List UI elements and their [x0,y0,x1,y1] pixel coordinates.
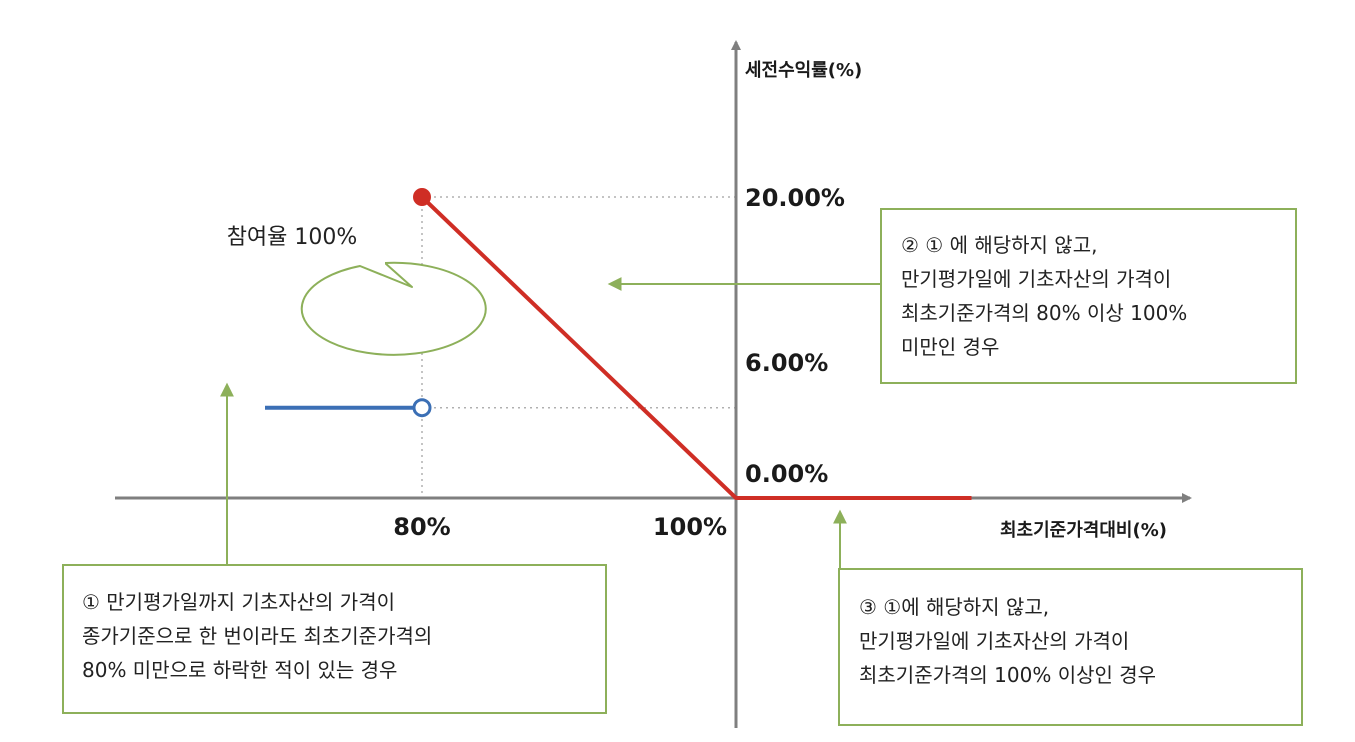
open-point-80 [412,398,432,418]
bubble-text: 참여율 100% [227,225,358,250]
annotation-box-3: ③ ①에 해당하지 않고, 만기평가일에 기초자산의 가격이 최초기준가격의 1… [838,568,1303,726]
series-line-2 [420,195,972,500]
annotation-line: 만기평가일에 기초자산의 가격이 [859,629,1130,653]
annotation-line: ③ ①에 해당하지 않고, [859,595,1050,619]
annotation-line: 최초기준가격의 80% 이상 100% [901,301,1188,325]
x-tick-label: 80% [393,513,450,541]
annotation-box-1: ① 만기평가일까지 기초자산의 가격이 종가기준으로 한 번이라도 최초기준가격… [62,564,607,714]
participation-bubble: 참여율 100% [227,225,487,356]
annotation-box-2: ② ① 에 해당하지 않고, 만기평가일에 기초자산의 가격이 최초기준가격의 … [880,208,1297,384]
y-tick-label: 20.00% [745,184,845,212]
x-tick-label: 100% [653,513,727,541]
annotation-line: 최초기준가격의 100% 이상인 경우 [859,663,1157,687]
y-axis-title: 세전수익률(%) [745,60,862,81]
annotation-line: ② ① 에 해당하지 않고, [901,233,1098,257]
annotation-line: 미만인 경우 [901,335,1000,359]
filled-point-80 [413,188,431,206]
x-axis-title: 최초기준가격대비(%) [1000,520,1167,541]
annotation-line: 80% 미만으로 하락한 적이 있는 경우 [82,658,398,682]
annotation-line: ① 만기평가일까지 기초자산의 가격이 [82,590,396,614]
y-tick-label: 6.00% [745,349,828,377]
series-layer [265,188,972,500]
annotation-line: 만기평가일에 기초자산의 가격이 [901,267,1172,291]
y-tick-label: 0.00% [745,460,828,488]
speech-bubble-shape [300,261,487,356]
annotation-line: 종가기준으로 한 번이라도 최초기준가격의 [82,624,433,648]
